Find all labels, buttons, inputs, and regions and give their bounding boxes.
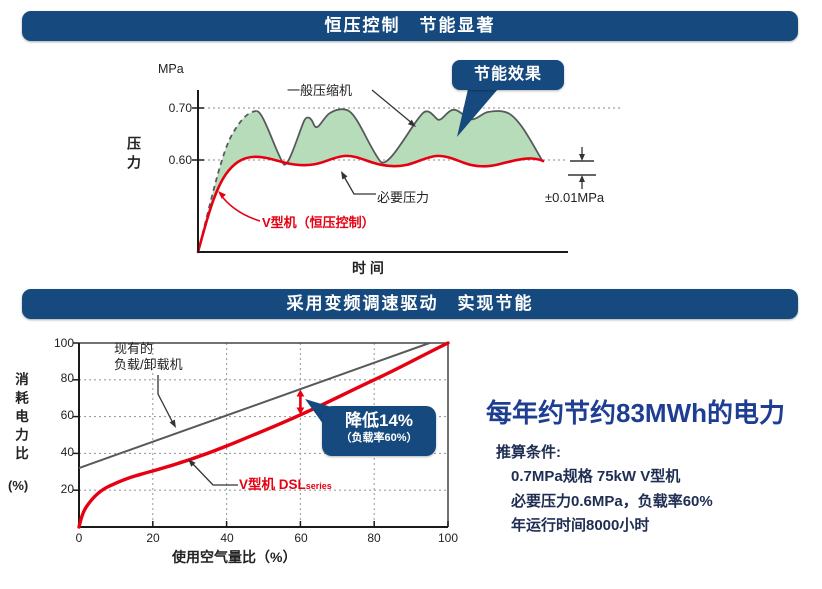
power-x-tick-80: 80 (367, 531, 381, 545)
existing-machine-label-line1: 现有的 (114, 341, 154, 356)
conditions-title: 推算条件: (496, 444, 561, 461)
required-label-connector (341, 172, 376, 195)
reduction-arrow-head-top (296, 389, 305, 397)
existing-machine-label: 现有的 负载/卸载机 (114, 341, 183, 373)
pressure-axis-title: 压力 (126, 136, 142, 174)
saving-effect-callout: 节能效果 (452, 60, 564, 90)
time-axis-label: 时 间 (352, 260, 384, 276)
required-pressure-label: 必要压力 (377, 190, 430, 205)
dsl-label-connector (190, 461, 238, 486)
power-y-tick-40: 40 (60, 445, 74, 459)
power-x-tick-40: 40 (220, 531, 234, 545)
tolerance-arrow-top-head (579, 154, 585, 161)
general-compressor-curve (256, 108, 544, 166)
vtype-dsl-label: V型机 DSLseries (239, 473, 332, 493)
power-y-tick-100: 100 (53, 336, 74, 350)
general-label-connector (371, 89, 414, 125)
annual-saving-headline: 每年约节约83MWh的电力 (486, 398, 786, 428)
vtype-label-connector (219, 193, 261, 222)
saving-area (198, 109, 543, 252)
y-tick-070: 0.70 (168, 101, 192, 115)
power-axis-title: 消耗电力比 (13, 372, 28, 465)
v-type-curve (196, 154, 545, 254)
condition-line-1: 0.7MPa规格 75kW V型机 (511, 468, 681, 485)
vtype-dsl-label-small: series (305, 481, 332, 491)
power-y-tick-60: 60 (60, 408, 74, 422)
general-label-arrowhead (407, 119, 416, 127)
section-header-constant-pressure: 恒压控制 节能显著 (22, 11, 798, 41)
existing-machine-line (78, 342, 430, 470)
vtype-constant-pressure-label: V型机（恒压控制） (262, 215, 375, 230)
power-x-tick-20: 20 (146, 531, 160, 545)
vtype-label-arrowhead (218, 191, 226, 199)
grid-dotted (79, 343, 448, 527)
power-x-tick-0: 0 (75, 531, 83, 545)
tolerance-arrow-bottom-head (579, 175, 585, 182)
axis-ticks (73, 342, 449, 527)
vtype-dsl-label-main: V型机 DSL (239, 477, 306, 492)
pressure-unit-label: MPa (158, 62, 184, 76)
reduction-callout: 降低14% （负载率60%） (322, 406, 436, 456)
reduction-callout-line2: （负载率60%） (340, 432, 418, 444)
air-ratio-axis-label: 使用空气量比（%） (172, 549, 297, 565)
power-x-tick-100: 100 (437, 531, 459, 545)
saving-callout-tail (457, 89, 498, 137)
dsl-label-arrowhead (188, 459, 196, 467)
existing-label-arrowhead (169, 419, 176, 428)
section-header-vfd: 采用变频调速驱动 实现节能 (22, 289, 798, 319)
required-label-arrowhead (341, 171, 348, 180)
condition-line-3: 年运行时间8000小时 (511, 517, 650, 534)
existing-machine-label-line2: 负载/卸载机 (114, 357, 183, 372)
vtype-dsl-curve (77, 341, 450, 529)
power-x-tick-60: 60 (294, 531, 308, 545)
pressure-chart-graphic (192, 89, 622, 254)
power-y-tick-80: 80 (60, 371, 74, 385)
general-compressor-label: 一般压缩机 (287, 83, 353, 98)
tolerance-label: ±0.01MPa (545, 190, 605, 205)
reduction-callout-line1: 降低14% (344, 411, 414, 430)
y-tick-060: 0.60 (168, 153, 192, 167)
power-axis-unit: (%) (8, 478, 29, 493)
existing-label-connector (157, 375, 175, 426)
power-y-tick-20: 20 (60, 482, 74, 496)
reduction-arrow-head-bottom (296, 407, 305, 415)
condition-line-2: 必要压力0.6MPa，负载率60% (511, 493, 713, 510)
